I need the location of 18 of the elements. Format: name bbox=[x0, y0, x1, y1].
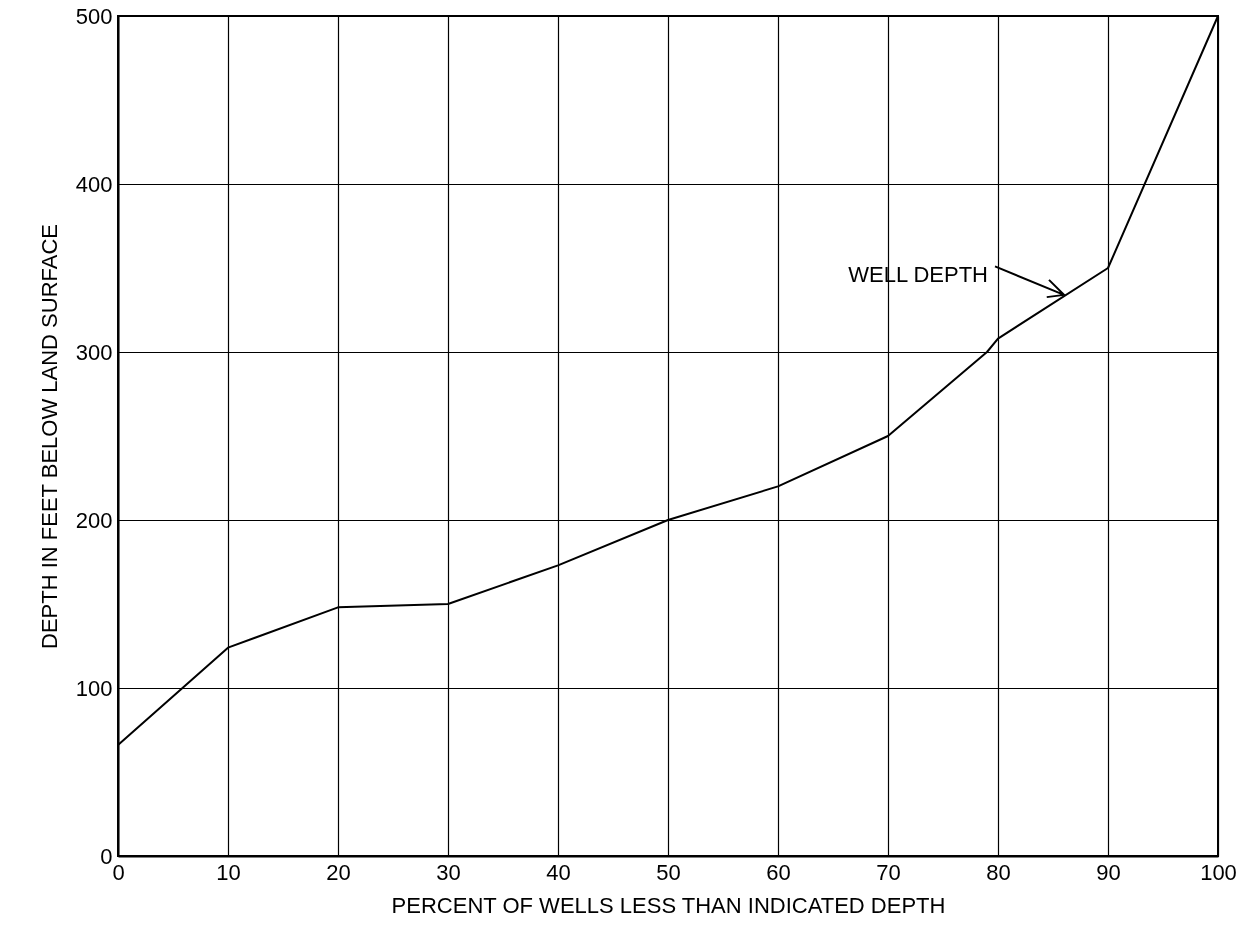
y-tick-label: 100 bbox=[75, 675, 113, 701]
x-tick-label: 60 bbox=[766, 859, 791, 885]
x-tick-label: 40 bbox=[546, 859, 571, 885]
y-tick-label: 500 bbox=[75, 3, 113, 29]
y-tick-label: 200 bbox=[75, 507, 113, 533]
y-tick-label: 400 bbox=[75, 171, 113, 197]
x-tick-label: 100 bbox=[1200, 859, 1237, 885]
x-tick-label: 10 bbox=[216, 859, 241, 885]
x-tick-label: 30 bbox=[436, 859, 461, 885]
x-tick-label: 80 bbox=[986, 859, 1011, 885]
x-tick-label: 90 bbox=[1096, 859, 1121, 885]
y-tick-label: 300 bbox=[75, 339, 113, 365]
x-tick-label: 20 bbox=[326, 859, 351, 885]
x-tick-label: 70 bbox=[876, 859, 901, 885]
y-tick-label: 0 bbox=[100, 843, 113, 869]
y-axis-title: DEPTH IN FEET BELOW LAND SURFACE bbox=[36, 223, 62, 650]
x-axis-title: PERCENT OF WELLS LESS THAN INDICATED DEPTH bbox=[391, 892, 946, 918]
x-tick-label: 50 bbox=[656, 859, 681, 885]
